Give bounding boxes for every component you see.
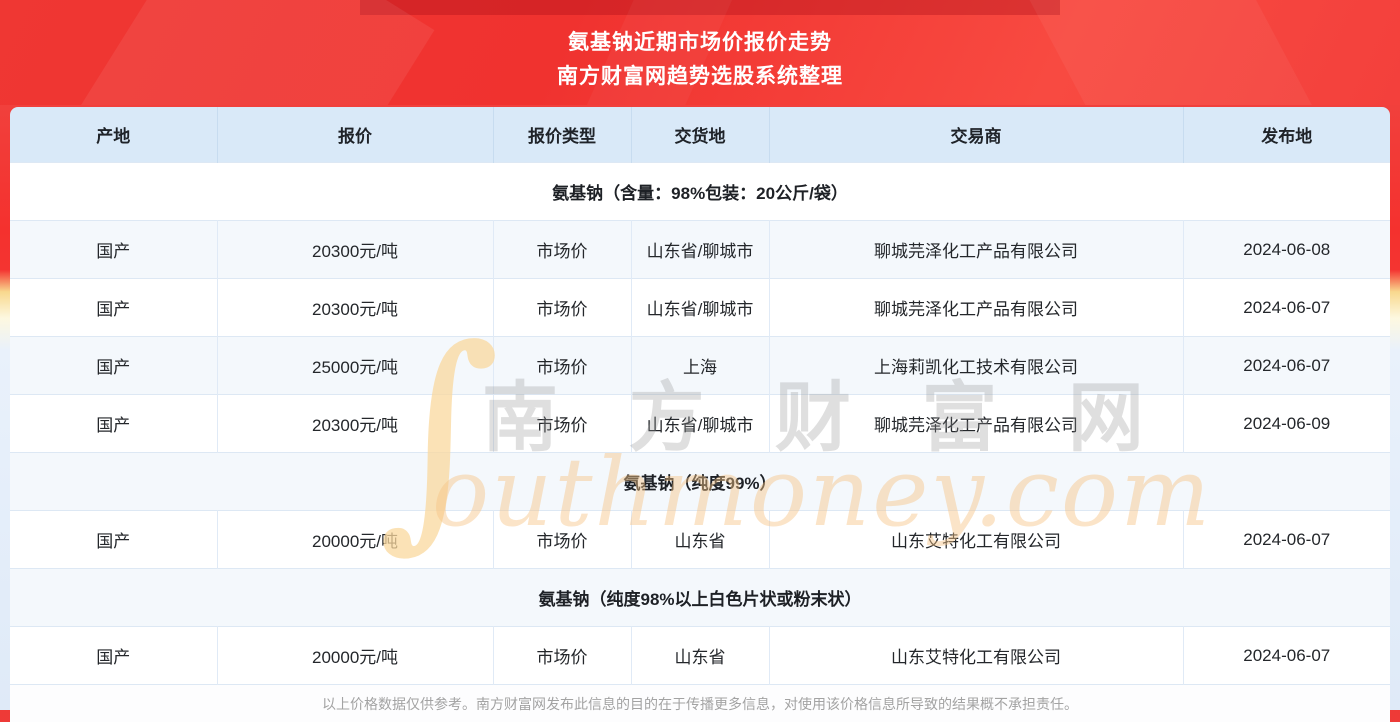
section-header-label: 氨基钠（纯度99%） (10, 453, 1390, 511)
cell-delivery-place: 山东省 (631, 627, 769, 685)
price-table-container: 产地 报价 报价类型 交货地 交易商 发布地 氨基钠（含量：98%包装：20公斤… (10, 107, 1390, 722)
cell-price: 25000元/吨 (217, 337, 493, 395)
price-table: 产地 报价 报价类型 交货地 交易商 发布地 氨基钠（含量：98%包装：20公斤… (10, 107, 1390, 722)
column-header-price: 报价 (217, 107, 493, 163)
cell-trader: 山东艾特化工有限公司 (769, 627, 1183, 685)
column-header-trader: 交易商 (769, 107, 1183, 163)
cell-publish-date: 2024-06-08 (1183, 221, 1390, 279)
page-header-banner: 氨基钠近期市场价报价走势 南方财富网趋势选股系统整理 (0, 0, 1400, 105)
column-header-origin: 产地 (10, 107, 217, 163)
section-header-row: 氨基钠（纯度98%以上白色片状或粉末状） (10, 569, 1390, 627)
cell-origin: 国产 (10, 279, 217, 337)
cell-delivery-place: 山东省/聊城市 (631, 395, 769, 453)
cell-origin: 国产 (10, 395, 217, 453)
section-header-row: 氨基钠（纯度99%） (10, 453, 1390, 511)
cell-trader: 聊城芫泽化工产品有限公司 (769, 279, 1183, 337)
column-header-delivery-place: 交货地 (631, 107, 769, 163)
cell-price-type: 市场价 (493, 221, 631, 279)
cell-trader: 聊城芫泽化工产品有限公司 (769, 221, 1183, 279)
cell-price-type: 市场价 (493, 337, 631, 395)
section-header-row: 氨基钠（含量：98%包装：20公斤/袋） (10, 163, 1390, 221)
cell-delivery-place: 山东省 (631, 511, 769, 569)
page-subtitle: 南方财富网趋势选股系统整理 (0, 60, 1400, 90)
cell-publish-date: 2024-06-07 (1183, 337, 1390, 395)
cell-delivery-place: 山东省/聊城市 (631, 221, 769, 279)
cell-publish-date: 2024-06-07 (1183, 279, 1390, 337)
column-header-price-type: 报价类型 (493, 107, 631, 163)
cell-delivery-place: 山东省/聊城市 (631, 279, 769, 337)
disclaimer-text: 以上价格数据仅供参考。南方财富网发布此信息的目的在于传播更多信息，对使用该价格信… (10, 685, 1390, 722)
cell-price-type: 市场价 (493, 627, 631, 685)
cell-trader: 聊城芫泽化工产品有限公司 (769, 395, 1183, 453)
cell-publish-date: 2024-06-09 (1183, 395, 1390, 453)
cell-price: 20300元/吨 (217, 221, 493, 279)
cell-trader: 上海莉凯化工技术有限公司 (769, 337, 1183, 395)
cell-price: 20000元/吨 (217, 627, 493, 685)
cell-price-type: 市场价 (493, 395, 631, 453)
section-header-label: 氨基钠（含量：98%包装：20公斤/袋） (10, 163, 1390, 221)
column-header-publish: 发布地 (1183, 107, 1390, 163)
cell-origin: 国产 (10, 221, 217, 279)
cell-publish-date: 2024-06-07 (1183, 511, 1390, 569)
cell-trader: 山东艾特化工有限公司 (769, 511, 1183, 569)
table-header-row: 产地 报价 报价类型 交货地 交易商 发布地 (10, 107, 1390, 163)
cell-delivery-place: 上海 (631, 337, 769, 395)
disclaimer-row: 以上价格数据仅供参考。南方财富网发布此信息的目的在于传播更多信息，对使用该价格信… (10, 685, 1390, 722)
cell-origin: 国产 (10, 337, 217, 395)
cell-price: 20000元/吨 (217, 511, 493, 569)
cell-publish-date: 2024-06-07 (1183, 627, 1390, 685)
page-title: 氨基钠近期市场价报价走势 (0, 26, 1400, 56)
cell-price: 20300元/吨 (217, 279, 493, 337)
cell-price-type: 市场价 (493, 511, 631, 569)
cell-origin: 国产 (10, 511, 217, 569)
cell-origin: 国产 (10, 627, 217, 685)
cell-price: 20300元/吨 (217, 395, 493, 453)
section-header-label: 氨基钠（纯度98%以上白色片状或粉末状） (10, 569, 1390, 627)
cell-price-type: 市场价 (493, 279, 631, 337)
